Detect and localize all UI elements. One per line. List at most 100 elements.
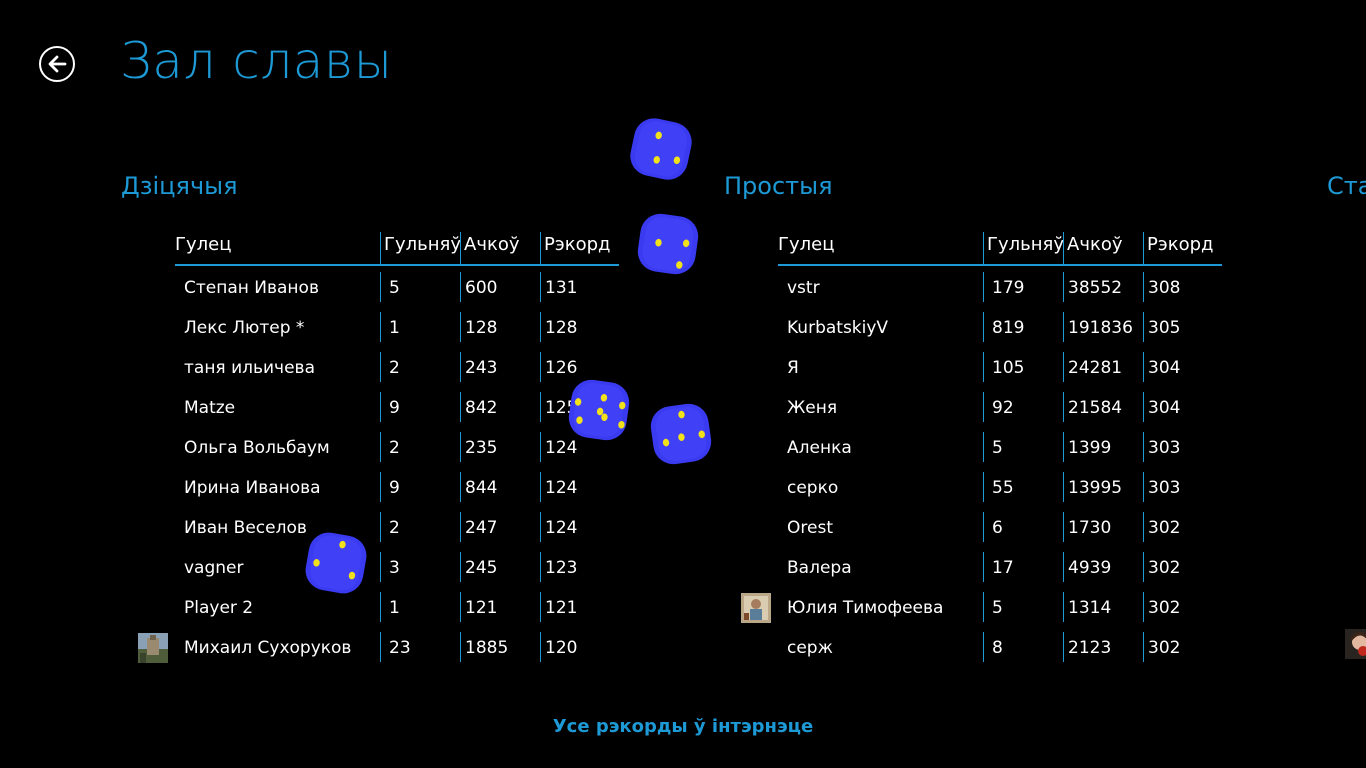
games-cell: 17 <box>992 558 1014 578</box>
player-name-cell: vagner <box>184 558 244 578</box>
player-name-cell: KurbatskiyV <box>787 318 889 338</box>
record-cell: 302 <box>1148 558 1181 578</box>
column-divider <box>460 232 461 264</box>
table-row[interactable]: Ольга Вольбаум 2 235 124 <box>175 429 619 469</box>
player-name-cell: Женя <box>787 398 838 418</box>
record-cell: 303 <box>1148 478 1181 498</box>
column-divider <box>983 232 984 264</box>
column-divider <box>1143 552 1144 582</box>
column-divider <box>540 432 541 462</box>
points-cell: 243 <box>465 358 498 378</box>
points-cell: 191836 <box>1068 318 1133 338</box>
column-divider <box>983 592 984 622</box>
games-column-header[interactable]: Гульняў <box>384 234 461 255</box>
column-divider <box>1063 232 1064 264</box>
record-cell: 120 <box>545 638 578 658</box>
record-cell: 128 <box>545 318 578 338</box>
games-cell: 105 <box>992 358 1025 378</box>
column-divider <box>380 352 381 382</box>
record-column-header[interactable]: Рэкорд <box>1147 234 1214 255</box>
column-divider <box>460 432 461 462</box>
table-row[interactable]: KurbatskiyV 819 191836 305 <box>778 309 1222 349</box>
points-cell: 600 <box>465 278 498 298</box>
record-cell: 124 <box>545 478 578 498</box>
table-row[interactable]: Player 2 1 121 121 <box>175 589 619 629</box>
games-cell: 5 <box>992 438 1003 458</box>
games-column-header[interactable]: Гульняў <box>987 234 1064 255</box>
column-divider <box>983 512 984 542</box>
table-row[interactable]: Иван Веселов 2 247 124 <box>175 509 619 549</box>
table-row[interactable]: Женя 92 21584 304 <box>778 389 1222 429</box>
player-name-cell: Лекс Лютер * <box>184 318 305 338</box>
table-row[interactable]: Ирина Иванова 9 844 124 <box>175 469 619 509</box>
table-row[interactable]: Matze 9 842 125 <box>175 389 619 429</box>
record-cell: 304 <box>1148 398 1181 418</box>
player-column-header[interactable]: Гулец <box>175 234 232 255</box>
player-name-cell: Orest <box>787 518 833 538</box>
column-divider <box>1063 312 1064 342</box>
player-name-cell: Михаил Сухоруков <box>184 638 352 658</box>
table-row[interactable]: vstr 179 38552 308 <box>778 269 1222 309</box>
table-row[interactable]: Михаил Сухоруков 23 1885 120 <box>138 629 619 669</box>
player-column-header[interactable]: Гулец <box>778 234 835 255</box>
back-button[interactable] <box>39 46 75 82</box>
table-row[interactable]: Лекс Лютер * 1 128 128 <box>175 309 619 349</box>
table-row[interactable]: Валера 17 4939 302 <box>778 549 1222 589</box>
record-column-header[interactable]: Рэкорд <box>544 234 611 255</box>
die-icon <box>305 532 367 594</box>
all-records-online-link[interactable]: Усе рэкорды ў інтэрнэце <box>552 716 814 737</box>
column-divider <box>460 552 461 582</box>
record-cell: 303 <box>1148 438 1181 458</box>
player-name-cell: Валера <box>787 558 852 578</box>
die-icon <box>637 213 699 275</box>
column-divider <box>1143 272 1144 302</box>
column-divider <box>983 472 984 502</box>
column-divider <box>460 592 461 622</box>
table-row[interactable]: Orest 6 1730 302 <box>778 509 1222 549</box>
player-name-cell: серко <box>787 478 839 498</box>
games-cell: 6 <box>992 518 1003 538</box>
column-divider <box>1143 392 1144 422</box>
avatar <box>138 633 168 663</box>
section-title-simple[interactable]: Простыя <box>724 172 833 200</box>
page-title: Зал славы <box>120 32 393 90</box>
column-divider <box>460 512 461 542</box>
record-cell: 302 <box>1148 638 1181 658</box>
points-column-header[interactable]: Ачкоў <box>464 234 520 255</box>
record-cell: 121 <box>545 598 578 618</box>
games-cell: 1 <box>389 318 400 338</box>
player-name-cell: vstr <box>787 278 820 298</box>
table-row[interactable]: vagner 3 245 123 <box>175 549 619 589</box>
section-title-kids[interactable]: Дзіцячыя <box>121 172 238 200</box>
column-divider <box>1143 232 1144 264</box>
table-row[interactable]: Юлия Тимофеева 5 1314 302 <box>741 589 1222 629</box>
column-divider <box>983 432 984 462</box>
column-divider <box>1143 632 1144 662</box>
record-cell: 305 <box>1148 318 1181 338</box>
table-row[interactable]: Я 105 24281 304 <box>778 349 1222 389</box>
points-column-header[interactable]: Ачкоў <box>1067 234 1123 255</box>
die-icon <box>630 118 692 180</box>
points-cell: 1314 <box>1068 598 1112 618</box>
player-name-cell: таня ильичева <box>184 358 315 378</box>
games-cell: 1 <box>389 598 400 618</box>
section-title-third[interactable]: Ста <box>1327 172 1366 200</box>
column-divider <box>540 272 541 302</box>
points-cell: 24281 <box>1068 358 1123 378</box>
table-row[interactable]: серко 55 13995 303 <box>778 469 1222 509</box>
table-row[interactable]: Степан Иванов 5 600 131 <box>175 269 619 309</box>
games-cell: 3 <box>389 558 400 578</box>
table-row[interactable]: Аленка 5 1399 303 <box>778 429 1222 469</box>
player-name-cell: Аленка <box>787 438 852 458</box>
player-name-cell: Иван Веселов <box>184 518 307 538</box>
column-divider <box>983 272 984 302</box>
column-divider <box>983 632 984 662</box>
column-divider <box>460 472 461 502</box>
column-divider <box>540 472 541 502</box>
table-row[interactable]: таня ильичева 2 243 126 <box>175 349 619 389</box>
column-divider <box>460 632 461 662</box>
column-divider <box>983 392 984 422</box>
column-divider <box>1143 472 1144 502</box>
column-divider <box>1143 312 1144 342</box>
table-row[interactable]: серж 8 2123 302 <box>778 629 1222 669</box>
